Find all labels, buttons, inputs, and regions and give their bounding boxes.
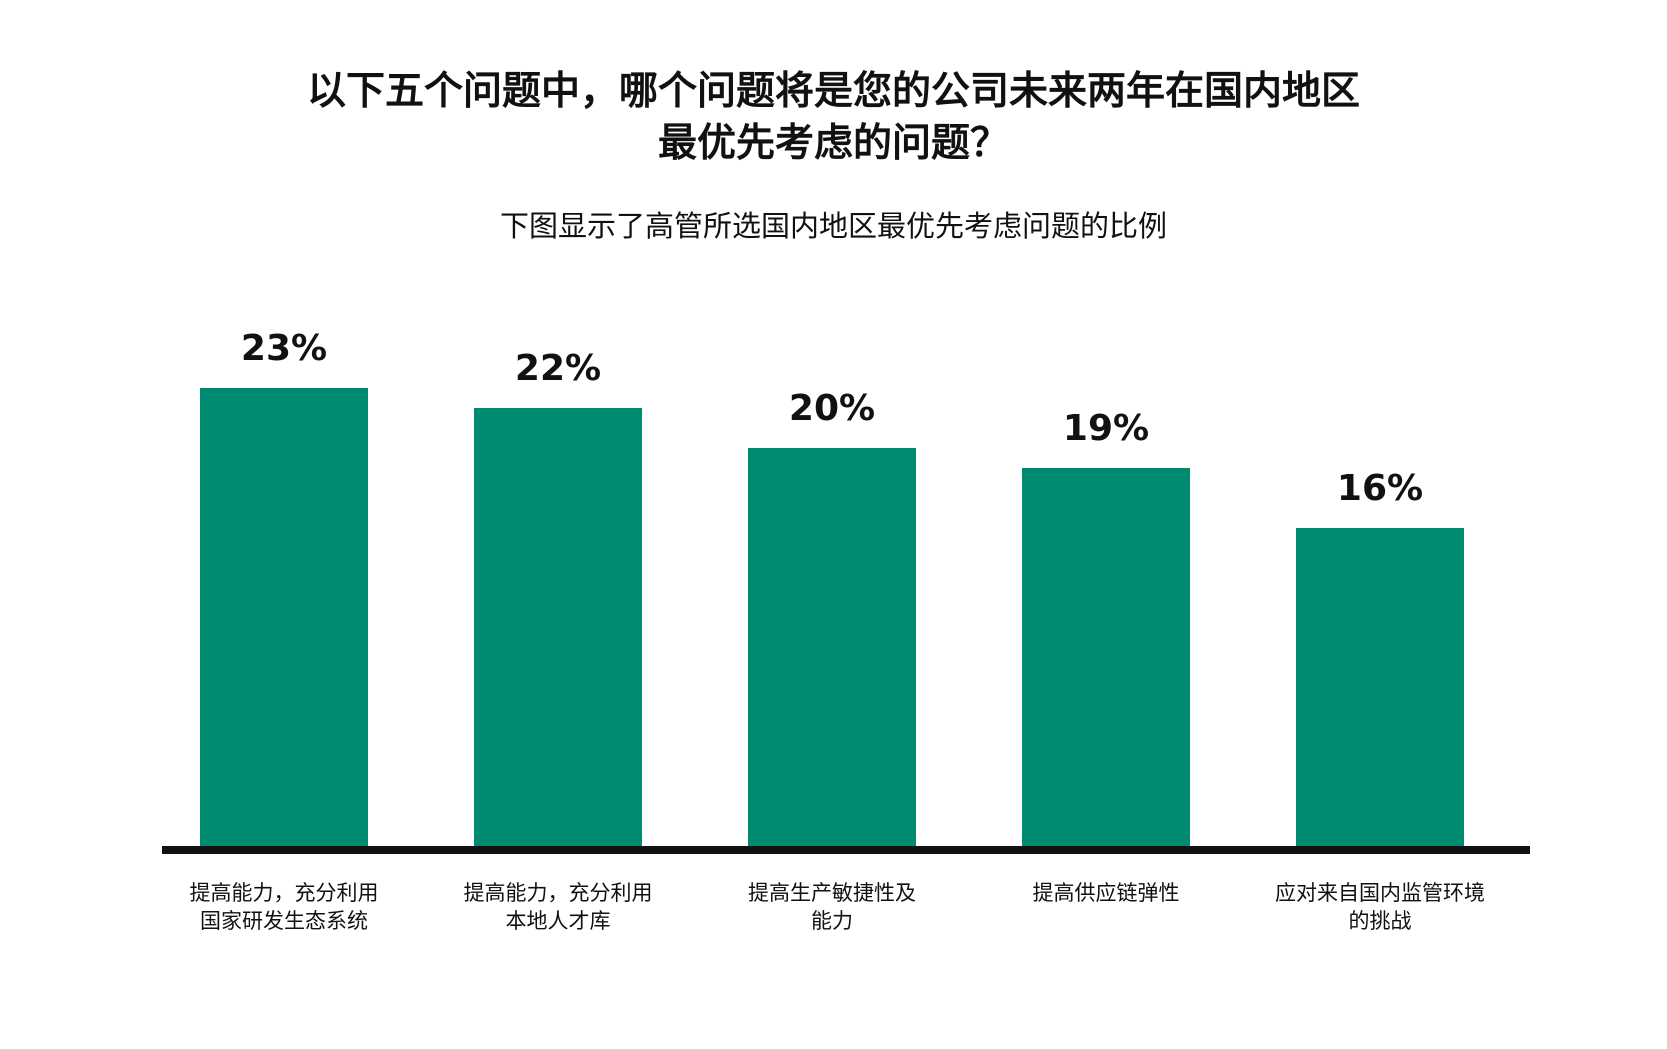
chart-title-line-2: 最优先考虑的问题？ (657, 121, 1009, 166)
bar-1 (200, 388, 368, 848)
category-label-1-line-1: 提高能力，充分利用 (190, 881, 379, 905)
chart-title: 以下五个问题中，哪个问题将是您的公司未来两年在国内地区 最优先考虑的问题？ (0, 66, 1667, 170)
category-label-4-line-1: 提高供应链弹性 (1033, 881, 1180, 905)
category-label-5-line-2: 的挑战 (1349, 909, 1412, 933)
bar-2 (474, 408, 642, 848)
category-label-5-line-1: 应对来自国内监管环境 (1275, 881, 1485, 905)
bar-4 (1022, 468, 1190, 848)
bar-value-label-4: 19% (1063, 408, 1149, 449)
x-axis-line (162, 846, 1530, 854)
category-label-2-line-2: 本地人才库 (506, 909, 611, 933)
chart-subtitle: 下图显示了高管所选国内地区最优先考虑问题的比例 (499, 209, 1167, 243)
bar-3 (748, 448, 916, 848)
bar-5 (1296, 528, 1464, 848)
chart-title-line-1: 以下五个问题中，哪个问题将是您的公司未来两年在国内地区 (306, 69, 1360, 114)
bar-value-label-1: 23% (241, 328, 327, 369)
bar-value-label-2: 22% (515, 348, 601, 389)
category-label-1-line-2: 国家研发生态系统 (200, 909, 368, 933)
category-label-3-line-2: 能力 (811, 909, 853, 933)
category-label-3-line-1: 提高生产敏捷性及 (748, 881, 916, 905)
bar-value-label-3: 20% (789, 388, 875, 429)
bar-value-label-5: 16% (1337, 468, 1423, 509)
category-label-2-line-1: 提高能力，充分利用 (464, 881, 653, 905)
